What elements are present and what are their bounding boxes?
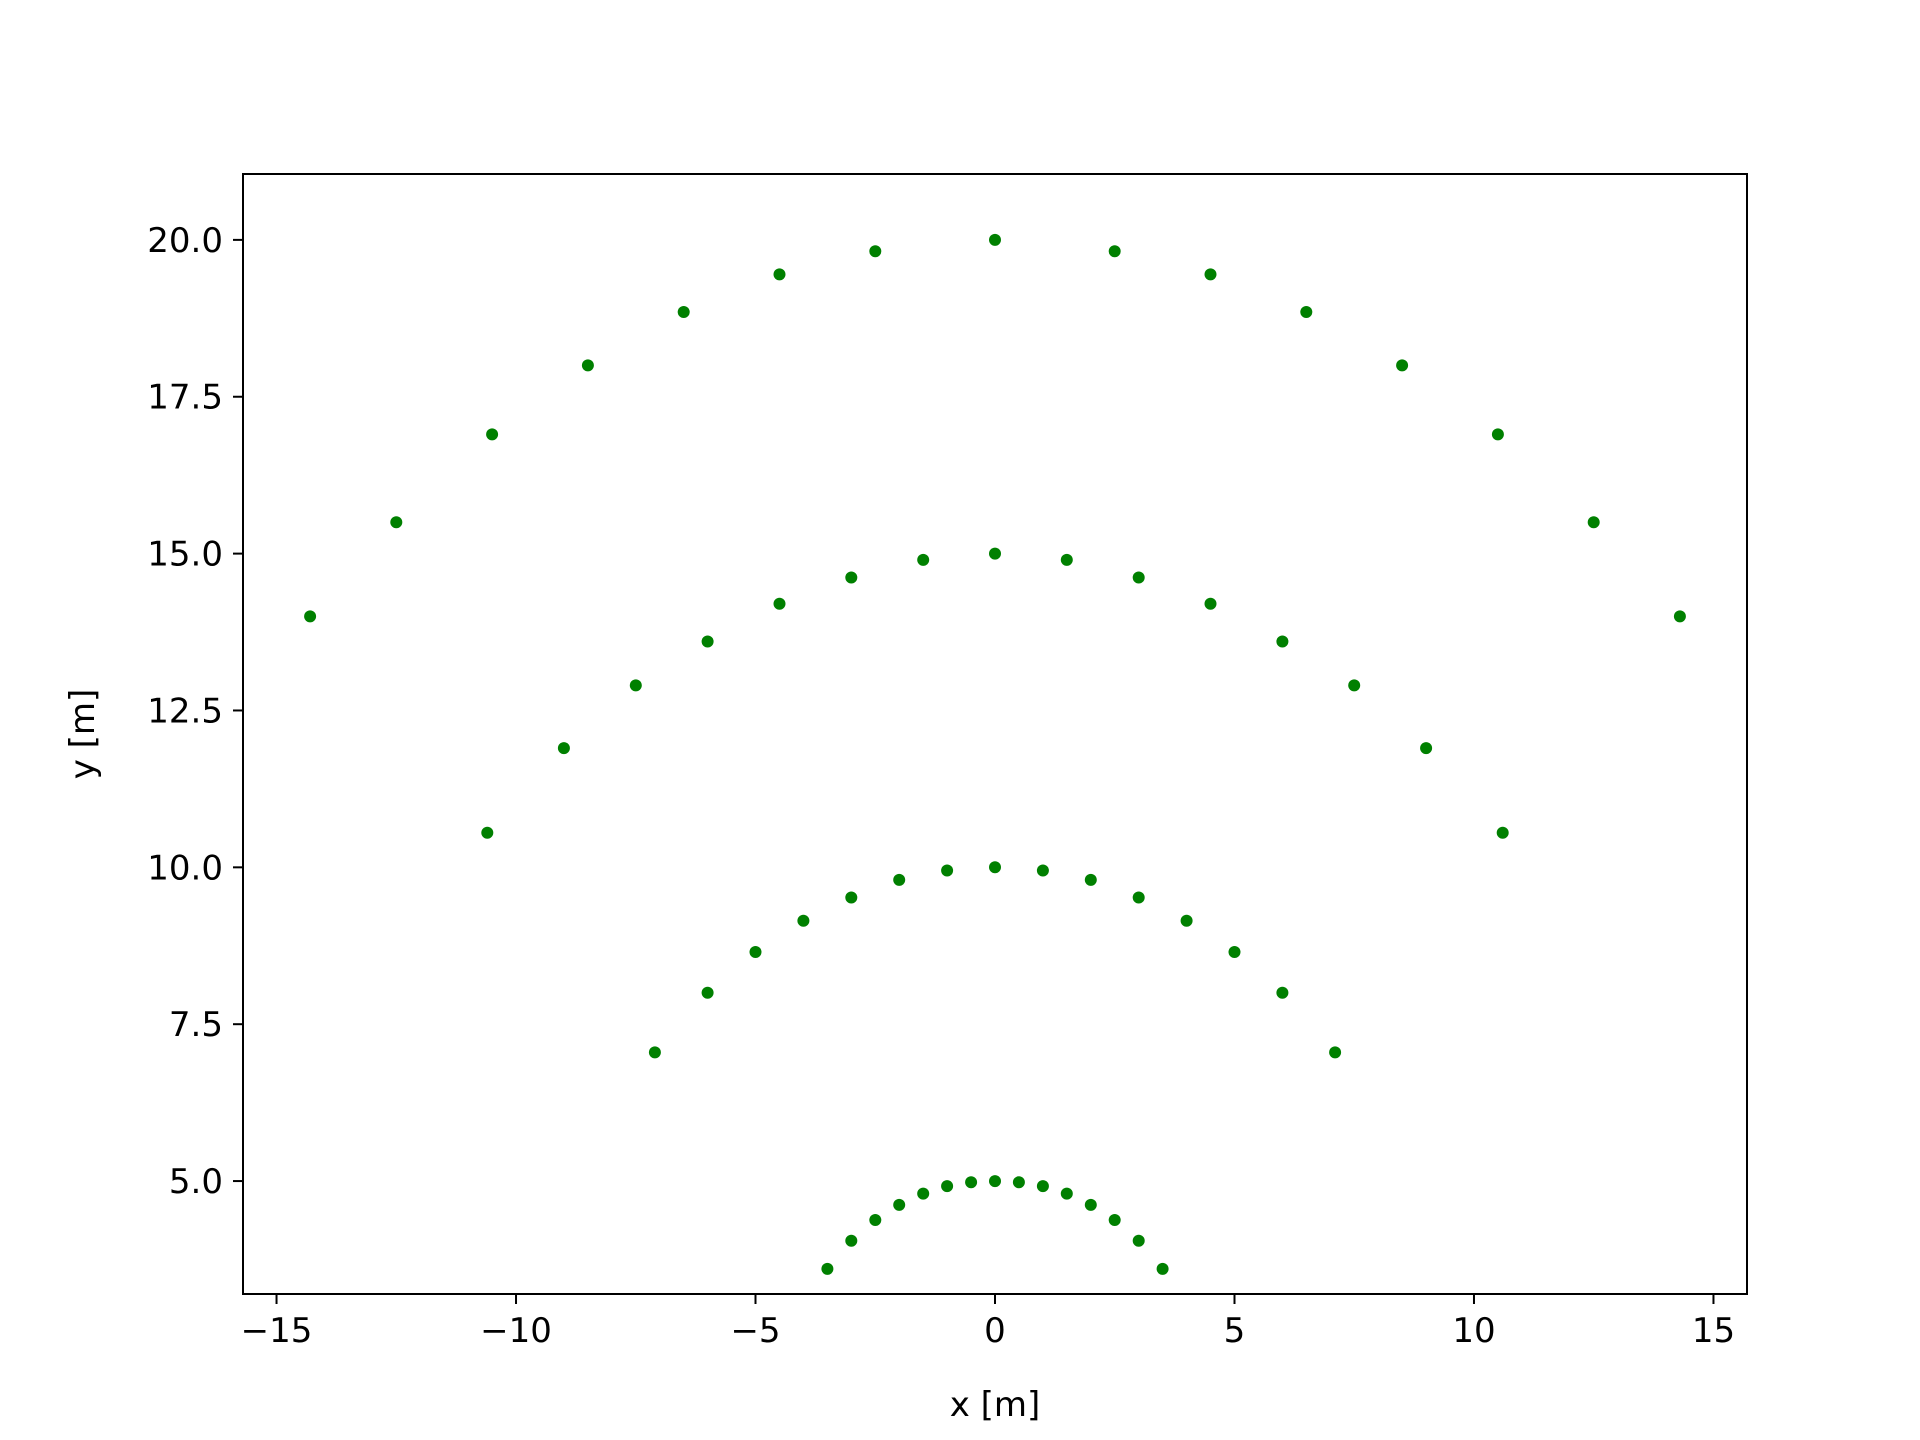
data-point [941, 1180, 954, 1193]
y-tick-label: 12.5 [147, 691, 223, 731]
data-point [989, 861, 1001, 874]
data-point [1132, 891, 1145, 904]
data-point [869, 245, 882, 258]
data-point [845, 1234, 858, 1247]
y-tick-label: 5.0 [169, 1162, 223, 1202]
data-point [773, 268, 786, 281]
series-arc-1 [821, 1175, 1169, 1275]
data-point [1108, 245, 1121, 258]
y-tick-label: 7.5 [169, 1005, 223, 1045]
x-axis: −15 −10 −5 0 5 10 15 [241, 1294, 1735, 1351]
data-point [629, 679, 642, 692]
data-point [677, 306, 690, 318]
y-tick-label: 15.0 [147, 535, 223, 575]
data-point [1204, 597, 1217, 610]
y-tick-label: 17.5 [147, 378, 223, 418]
x-tick-label: 15 [1692, 1311, 1735, 1351]
y-axis-title: y [m] [63, 689, 103, 780]
y-tick-label: 10.0 [147, 848, 223, 888]
x-tick-label: −10 [480, 1311, 552, 1351]
data-point [304, 610, 317, 623]
data-point [1084, 1198, 1097, 1211]
data-point [1180, 914, 1193, 927]
series-arc-3 [481, 547, 1509, 839]
data-point [1673, 610, 1686, 623]
x-tick-label: −15 [241, 1311, 313, 1351]
x-tick-label: 5 [1224, 1311, 1246, 1351]
data-point [701, 635, 714, 648]
data-point [481, 826, 494, 839]
x-tick-label: −5 [730, 1311, 780, 1351]
data-point [1276, 986, 1289, 999]
data-point [917, 553, 930, 566]
data-point [749, 946, 762, 958]
x-tick-label: 0 [984, 1311, 1006, 1351]
data-point [1396, 359, 1409, 372]
data-point [1132, 571, 1145, 584]
data-point [648, 1046, 661, 1059]
data-point [845, 571, 858, 584]
data-point [989, 1175, 1001, 1188]
data-point [1348, 679, 1361, 692]
data-point [1036, 1180, 1049, 1193]
data-point [893, 1198, 906, 1211]
data-point [1012, 1176, 1025, 1189]
plot-frame [242, 173, 1748, 1295]
data-point [821, 1262, 834, 1275]
data-point [1496, 826, 1509, 839]
data-point [845, 891, 858, 904]
data-point [869, 1214, 882, 1226]
data-point [1084, 873, 1097, 886]
series-arc-2 [648, 861, 1342, 1059]
data-point [581, 359, 594, 372]
data-point [1300, 306, 1313, 318]
data-point [701, 986, 714, 999]
data-point [893, 873, 906, 886]
data-point [1156, 1262, 1169, 1275]
data-point [965, 1176, 978, 1189]
data-points [304, 233, 1686, 1275]
data-point [1420, 742, 1433, 755]
data-point [917, 1187, 930, 1200]
data-point [1108, 1214, 1121, 1226]
data-point [1228, 946, 1241, 958]
series-arc-4 [304, 233, 1686, 623]
y-tick-label: 20.0 [147, 221, 223, 261]
data-point [989, 547, 1001, 560]
data-point [1491, 428, 1504, 441]
data-point [486, 428, 499, 441]
data-point [1587, 516, 1600, 529]
data-point [1036, 864, 1049, 877]
data-point [797, 914, 810, 927]
data-point [557, 742, 570, 755]
x-tick-label: 10 [1452, 1311, 1495, 1351]
data-point [1276, 635, 1289, 648]
data-point [1329, 1046, 1342, 1059]
data-point [1204, 268, 1217, 281]
data-point [989, 233, 1001, 246]
data-point [1060, 553, 1073, 566]
data-point [1132, 1234, 1145, 1247]
x-axis-title: x [m] [950, 1385, 1041, 1425]
data-point [1060, 1187, 1073, 1200]
y-axis: 5.0 7.5 10.0 12.5 15.0 17.5 20.0 [147, 221, 243, 1202]
data-point [773, 597, 786, 610]
data-point [941, 864, 954, 877]
data-point [390, 516, 403, 529]
